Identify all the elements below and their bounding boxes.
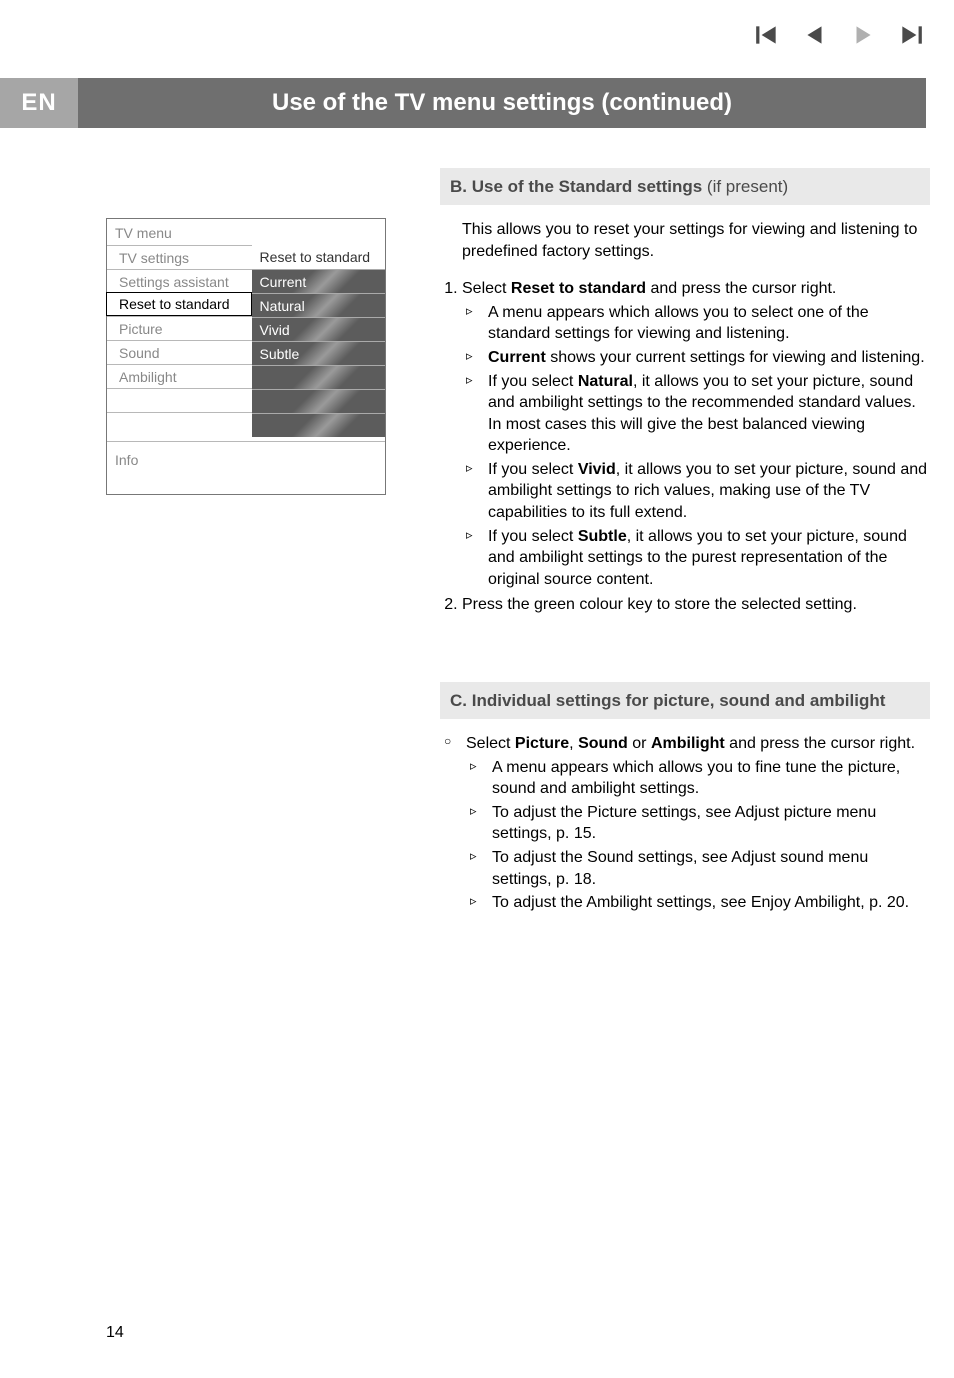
language-badge: EN xyxy=(0,78,78,128)
tv-menu-item: TV settings xyxy=(107,245,252,269)
sub-item: If you select Vivid, it allows you to se… xyxy=(462,459,930,524)
section-c-main: Select Picture, Sound or Ambilight and p… xyxy=(440,733,930,914)
nav-bar xyxy=(754,22,924,53)
tv-menu-title: TV menu xyxy=(107,219,385,245)
sub2-bold: Current xyxy=(488,349,546,366)
section-b-bold: B. Use of the Standard settings xyxy=(450,177,702,196)
sub2-tail: shows your current settings for viewing … xyxy=(546,349,925,366)
section-c: C. Individual settings for picture, soun… xyxy=(440,682,930,914)
sub-item: To adjust the Ambilight settings, see En… xyxy=(466,892,930,914)
sub3-bold: Natural xyxy=(578,373,633,390)
nav-next-icon[interactable] xyxy=(850,22,876,53)
sub4-bold: Vivid xyxy=(578,461,616,478)
c-b2: Sound xyxy=(578,735,628,752)
step-1: Select Reset to standard and press the c… xyxy=(462,278,930,590)
sub-item: To adjust the Sound settings, see Adjust… xyxy=(466,847,930,890)
section-b-heading: B. Use of the Standard settings (if pres… xyxy=(440,168,930,205)
sub-item: If you select Natural, it allows you to … xyxy=(462,371,930,457)
section-c-sublist: A menu appears which allows you to fine … xyxy=(466,757,930,914)
section-c-list: Select Picture, Sound or Ambilight and p… xyxy=(440,733,930,914)
sub-item: If you select Subtle, it allows you to s… xyxy=(462,526,930,591)
sub-item: Current shows your current settings for … xyxy=(462,347,930,369)
page-title: Use of the TV menu settings (continued) xyxy=(78,78,926,128)
tv-menu-right-header: Reset to standard xyxy=(252,245,385,269)
section-c-title: C. Individual settings for picture, soun… xyxy=(450,691,885,710)
tv-menu-item: Settings assistant xyxy=(107,269,252,293)
c-lead: Select xyxy=(466,735,515,752)
tv-menu-option: Vivid xyxy=(252,317,385,341)
c-b1: Picture xyxy=(515,735,569,752)
tv-menu-option-empty xyxy=(252,389,385,413)
step-2: Press the green colour key to store the … xyxy=(462,594,930,616)
sub3-lead: If you select xyxy=(488,373,578,390)
step1-tail: and press the cursor right. xyxy=(646,280,836,297)
tv-menu-option-empty xyxy=(252,413,385,437)
tv-menu-illustration: TV menu TV settings Settings assistant R… xyxy=(106,218,386,495)
tv-menu-option-empty xyxy=(252,365,385,389)
tv-menu-left-column: TV settings Settings assistant Reset to … xyxy=(107,245,252,437)
step1-sublist: A menu appears which allows you to selec… xyxy=(462,302,930,591)
tv-menu-item: Ambilight xyxy=(107,364,252,388)
tv-menu-item-empty xyxy=(107,388,252,412)
c-tail: and press the cursor right. xyxy=(725,735,915,752)
main-content: B. Use of the Standard settings (if pres… xyxy=(440,168,930,916)
sub5-bold: Subtle xyxy=(578,528,627,545)
tv-menu-option: Subtle xyxy=(252,341,385,365)
c-m2: or xyxy=(628,735,651,752)
section-b-intro: This allows you to reset your settings f… xyxy=(462,219,930,262)
step1-bold: Reset to standard xyxy=(511,280,646,297)
tv-menu-info: Info xyxy=(107,441,385,494)
section-c-heading: C. Individual settings for picture, soun… xyxy=(440,682,930,719)
page-header: EN Use of the TV menu settings (continue… xyxy=(0,78,954,128)
nav-first-icon[interactable] xyxy=(754,22,780,53)
tv-menu-right-column: Reset to standard Current Natural Vivid … xyxy=(252,245,385,437)
tv-menu-item: Picture xyxy=(107,316,252,340)
sub-item: A menu appears which allows you to fine … xyxy=(466,757,930,800)
tv-menu-option: Current xyxy=(252,269,385,293)
nav-prev-icon[interactable] xyxy=(802,22,828,53)
tv-menu-item-selected: Reset to standard xyxy=(106,292,252,316)
tv-menu-option: Natural xyxy=(252,293,385,317)
sub-item: A menu appears which allows you to selec… xyxy=(462,302,930,345)
step1-lead: Select xyxy=(462,280,511,297)
sub4-lead: If you select xyxy=(488,461,578,478)
tv-menu-item-empty xyxy=(107,412,252,436)
section-b-rest: (if present) xyxy=(702,177,788,196)
nav-last-icon[interactable] xyxy=(898,22,924,53)
sub5-lead: If you select xyxy=(488,528,578,545)
section-b-steps: Select Reset to standard and press the c… xyxy=(440,278,930,616)
tv-menu-item: Sound xyxy=(107,340,252,364)
c-b3: Ambilight xyxy=(651,735,725,752)
c-m1: , xyxy=(569,735,578,752)
page-number: 14 xyxy=(106,1324,124,1342)
sub-item: To adjust the Picture settings, see Adju… xyxy=(466,802,930,845)
